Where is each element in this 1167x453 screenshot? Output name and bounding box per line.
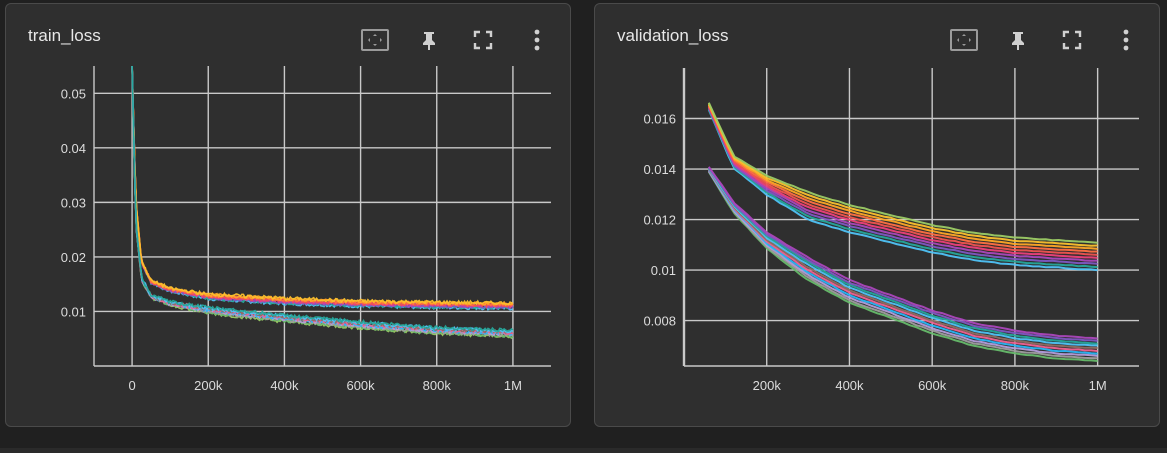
series-line [131,66,514,307]
x-tick-label: 400k [835,378,864,393]
series-line [131,66,514,311]
series-line [131,66,514,309]
y-tick-label: 0.02 [61,250,86,265]
series-line [707,108,1098,269]
fullscreen-icon[interactable] [468,26,498,54]
series-line [707,170,1098,357]
y-tick-label: 0.03 [61,195,86,210]
y-tick-label: 0.01 [61,304,86,319]
validation-loss-card: validation_loss 0.008 0.01 0.012 0.014 0.016… [594,3,1160,427]
series-line [707,106,1098,259]
series-line [707,169,1098,352]
series-line [707,170,1098,360]
series-line [707,171,1098,362]
pin-icon[interactable] [414,26,444,54]
y-tick-label: 0.014 [643,162,676,177]
series-line [707,109,1098,272]
series-line [707,105,1098,256]
series-line [707,104,1098,250]
validation-loss-plot[interactable]: 0.008 0.01 0.012 0.014 0.016 200k 400k 600k 800k… [595,4,1161,428]
chart-toolbar [360,26,552,54]
series-line [707,167,1098,347]
fit-domain-icon[interactable] [360,26,390,54]
fit-domain-icon[interactable] [949,26,979,54]
chart-title: validation_loss [617,26,729,45]
footer-bar [0,448,1167,453]
chart-toolbar [949,26,1141,54]
series-line [707,167,1098,345]
series-line [707,166,1098,340]
fullscreen-icon[interactable] [1057,26,1087,54]
x-tick-label: 1M [504,378,522,393]
series-line [131,66,514,309]
series-line [707,107,1098,265]
x-tick-label: 1M [1089,378,1107,393]
y-tick-label: 0.016 [643,112,676,127]
series-line [131,66,514,310]
series-line [707,106,1098,262]
series-line [707,102,1098,244]
series-line [131,66,514,306]
series-line [131,66,514,338]
y-tick-label: 0.04 [61,141,86,156]
x-tick-label: 200k [194,378,223,393]
series-line [131,66,514,307]
series-line [131,66,514,333]
x-tick-label: 800k [423,378,452,393]
y-tick-label: 0.008 [643,314,676,329]
x-tick-label: 0 [128,378,135,393]
y-tick-label: 0.012 [643,213,676,228]
series-line [131,66,514,310]
series-line [707,104,1098,253]
more-vert-icon[interactable] [522,26,552,54]
y-tick-label: 0.01 [651,263,676,278]
train-loss-plot[interactable]: 0.01 0.02 0.03 0.04 0.05 0 200k 400k 600k 800k 1M [6,4,572,428]
chart-title: train_loss [28,26,101,45]
x-tick-label: 800k [1001,378,1030,393]
series-line [707,169,1098,355]
x-tick-label: 200k [753,378,782,393]
more-vert-icon[interactable] [1111,26,1141,54]
x-tick-label: 600k [918,378,947,393]
series-line [707,166,1098,342]
series-line [131,66,514,312]
x-tick-label: 600k [346,378,375,393]
series-line [707,103,1098,247]
series-line [707,168,1098,349]
y-tick-label: 0.05 [61,86,86,101]
pin-icon[interactable] [1003,26,1033,54]
x-tick-label: 400k [270,378,299,393]
train-loss-card: train_loss 0.01 0.02 0.03 0.04 0.05 0 200k 400k… [5,3,571,427]
